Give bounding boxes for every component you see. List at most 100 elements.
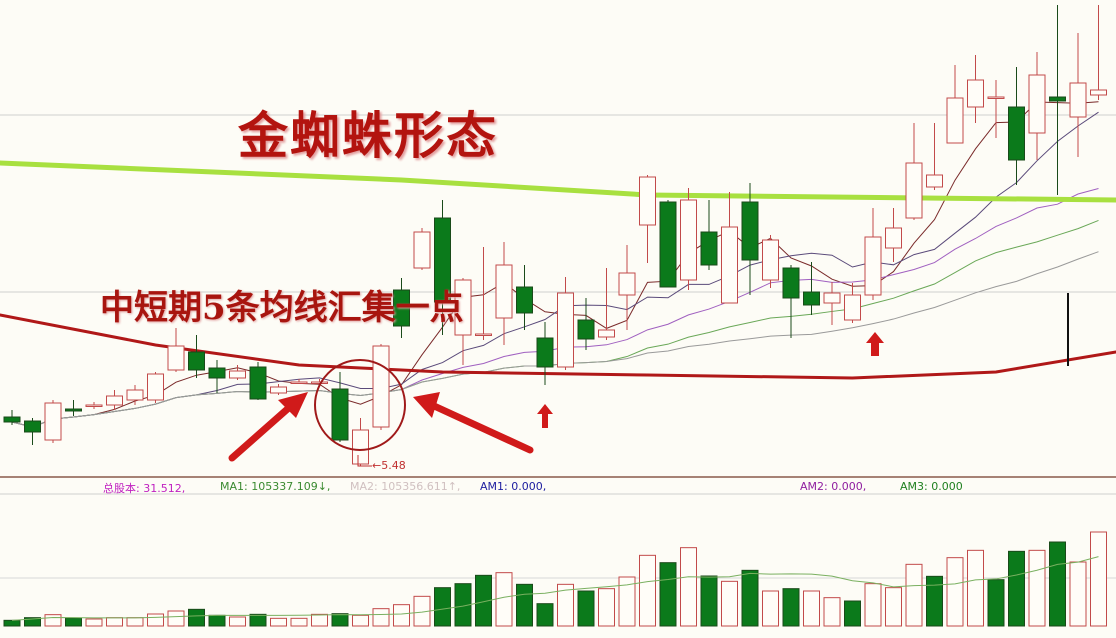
candle — [65, 400, 82, 416]
volume-bar — [905, 563, 923, 627]
candle-body — [782, 267, 800, 299]
indicator-am3: AM3: 0.000 — [900, 480, 963, 493]
candle — [270, 384, 287, 395]
volume-bar — [885, 587, 902, 627]
candle-body — [24, 420, 41, 433]
candle — [1090, 5, 1107, 100]
candle — [495, 242, 513, 345]
candle — [434, 200, 451, 335]
indicator-am2: AM2: 0.000, — [800, 480, 867, 493]
candle — [1069, 33, 1087, 157]
candle-body — [106, 395, 123, 406]
volume-bar — [434, 587, 451, 627]
volume-bar — [782, 588, 800, 627]
low-price-value: 5.48 — [381, 459, 406, 472]
candle-body — [1090, 89, 1107, 96]
volume-bar — [1008, 550, 1025, 627]
volume-bar — [1090, 531, 1107, 627]
volume-bar — [946, 557, 964, 627]
candle-body — [454, 279, 472, 336]
volume-bar — [639, 554, 656, 627]
candle-body — [659, 201, 677, 288]
candle — [331, 372, 349, 442]
volume-bar — [475, 574, 492, 627]
candles — [3, 5, 1107, 466]
indicator-ma1: MA1: 105337.109↓, — [220, 480, 331, 493]
long-ma-green-line — [0, 160, 1116, 203]
volume-bar — [741, 569, 759, 627]
candle-body — [700, 231, 718, 266]
candle — [413, 228, 431, 270]
candle — [680, 188, 697, 290]
candle-body — [557, 292, 574, 368]
candle-body — [762, 239, 779, 281]
candle — [598, 268, 615, 340]
convergence-circle — [314, 359, 406, 451]
volume-bar — [864, 583, 882, 627]
candle-body — [147, 373, 164, 401]
volume-bar — [618, 576, 636, 627]
volume-bar — [167, 610, 185, 627]
indicator-ma2: MA2: 105356.611↑, — [350, 480, 461, 493]
volume-bars — [3, 531, 1107, 627]
volume-bar — [577, 590, 595, 627]
candle — [516, 265, 533, 330]
candle — [44, 400, 62, 443]
indicator-bar: 总股本: 31.512, MA1: 105337.109↓, MA2: 1053… — [0, 479, 1116, 495]
volume-bar — [1049, 541, 1066, 627]
volume-bar — [516, 583, 533, 627]
candle — [126, 385, 144, 405]
candle-body — [44, 402, 62, 441]
candle — [864, 208, 882, 300]
arrow-left-pointer-icon — [228, 392, 308, 462]
volume-bar — [762, 590, 779, 627]
volume-bar — [229, 616, 246, 627]
candle-body — [516, 286, 533, 314]
volume-bar — [126, 617, 144, 627]
low-marker-line — [357, 455, 372, 467]
candle-body — [126, 389, 144, 401]
volume-bar — [1069, 561, 1087, 627]
candle — [393, 278, 410, 338]
volume-bar — [721, 580, 738, 627]
candle — [167, 328, 185, 372]
candle — [536, 322, 554, 385]
candle-body — [475, 333, 492, 336]
volume-bar — [270, 617, 287, 627]
candle-body — [721, 226, 738, 304]
candle — [885, 208, 902, 262]
volume-bar — [372, 608, 390, 627]
volume-bar — [44, 614, 62, 627]
candle — [700, 200, 718, 270]
candle — [557, 277, 574, 370]
candle — [3, 410, 21, 425]
candle-body — [188, 351, 205, 371]
indicator-am1: AM1: 0.000, — [480, 480, 547, 493]
candle-body — [885, 227, 902, 249]
volume-bar — [188, 608, 205, 627]
low-price-label: ←5.48 — [372, 459, 406, 472]
candle — [577, 298, 595, 350]
volume-bar — [926, 575, 943, 627]
ma10-line — [11, 111, 1099, 428]
candle — [24, 418, 41, 445]
volume-ma-line — [11, 556, 1099, 621]
candle-body — [1028, 74, 1046, 134]
candle-body — [803, 291, 820, 306]
volume-bar — [393, 604, 410, 627]
volume-bar — [803, 590, 820, 627]
candle-body — [249, 366, 267, 400]
candle — [249, 362, 267, 400]
candle — [639, 175, 656, 263]
up-arrow-icon — [537, 404, 553, 428]
candle — [229, 365, 246, 380]
volume-bar — [495, 572, 513, 627]
candle-body — [495, 264, 513, 319]
candle — [475, 247, 492, 340]
candle-body — [393, 289, 410, 327]
candle-body — [987, 96, 1005, 99]
candle — [967, 55, 984, 123]
candle — [926, 123, 943, 190]
